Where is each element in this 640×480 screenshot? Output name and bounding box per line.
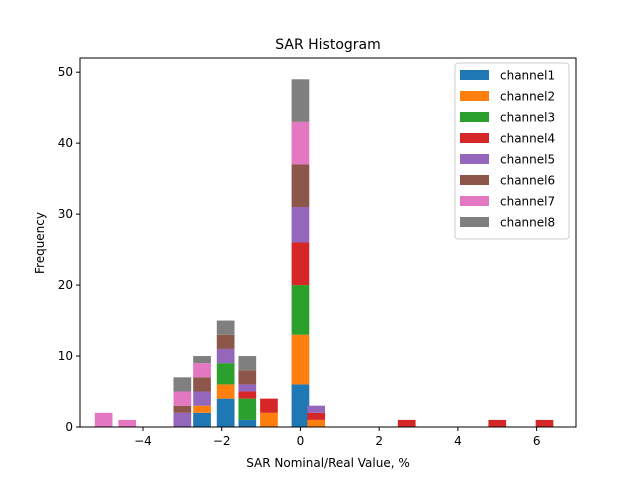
bar-channel2-6: [260, 412, 278, 427]
bar-channel6-4: [216, 334, 235, 349]
legend-label-channel7: channel7: [500, 195, 555, 209]
bar-channel5-8: [307, 405, 326, 413]
y-tick-label: 40: [58, 136, 73, 150]
legend-label-channel6: channel6: [500, 174, 555, 188]
legend-swatch-channel6: [460, 175, 489, 185]
bar-channel5-5: [238, 384, 257, 392]
bar-channel7-7: [291, 121, 310, 165]
legend: channel1 channel2 channel3 channel4 channel5…: [454, 62, 570, 240]
bar-channel5-7: [291, 207, 310, 243]
bar-channel5-2: [173, 412, 192, 427]
bar-channel4-8: [307, 412, 326, 420]
bar-channel2-8: [307, 419, 326, 427]
legend-swatch-channel5: [460, 154, 489, 164]
y-axis-label: Frequency: [33, 212, 47, 274]
bar-channel8-7: [291, 79, 310, 122]
bar-channel7-3: [193, 363, 211, 378]
bar-channel8-3: [193, 356, 211, 364]
bar-channel1-3: [193, 412, 211, 427]
x-tick-label: 4: [454, 434, 462, 448]
bar-channel8-5: [238, 356, 257, 371]
bar-channel3-5: [238, 398, 257, 420]
legend-label-channel2: channel2: [500, 90, 555, 104]
bar-channel4-11: [535, 419, 554, 427]
legend-label-channel1: channel1: [500, 69, 555, 83]
bar-channel4-10: [488, 419, 507, 427]
bar-channel8-4: [216, 320, 235, 335]
legend-swatch-channel1: [460, 70, 489, 80]
x-tick-label: 2: [375, 434, 383, 448]
y-tick-label: 10: [58, 349, 73, 363]
x-tick-label: −4: [134, 434, 152, 448]
bar-channel2-4: [216, 384, 235, 399]
legend-swatch-channel4: [460, 133, 489, 143]
legend-label-channel4: channel4: [500, 132, 555, 146]
bar-channel6-3: [193, 377, 211, 392]
bar-channel4-9: [397, 419, 416, 427]
bar-channel4-7: [291, 242, 310, 286]
bar-channel4-6: [260, 398, 278, 413]
x-tick-label: 0: [297, 434, 305, 448]
x-axis-label: SAR Nominal/Real Value, %: [246, 456, 410, 470]
bar-channel1-4: [216, 398, 235, 427]
y-tick-label: 50: [58, 65, 73, 79]
legend-label-channel8: channel8: [500, 216, 555, 230]
bar-channel4-5: [238, 391, 257, 399]
bar-channel5-4: [216, 348, 235, 364]
x-tick-label: −2: [213, 434, 231, 448]
chart-title: SAR Histogram: [275, 37, 381, 53]
legend-label-channel5: channel5: [500, 153, 555, 167]
x-tick-label: 6: [533, 434, 541, 448]
legend-box: [454, 62, 570, 240]
x-axis: −4 −2 0 2 4 6: [134, 427, 540, 448]
bar-channel6-2: [173, 405, 192, 413]
bar-channel6-5: [238, 370, 257, 385]
y-axis: 0 10 20 30 40 50: [58, 65, 80, 434]
bars-group: [94, 79, 554, 427]
legend-swatch-channel7: [460, 196, 489, 206]
bar-channel7-1: [118, 419, 137, 427]
bar-channel3-7: [291, 285, 310, 335]
legend-swatch-channel3: [460, 112, 489, 122]
bar-channel7-2: [173, 391, 192, 406]
plot-frame: [79, 57, 577, 428]
y-tick-label: 0: [65, 420, 73, 434]
y-tick-label: 20: [58, 278, 73, 292]
bar-channel2-3: [193, 405, 211, 413]
legend-swatch-channel8: [460, 217, 489, 227]
bar-channel7-0: [94, 412, 113, 427]
legend-label-channel3: channel3: [500, 111, 555, 125]
bar-channel8-2: [173, 377, 192, 392]
bar-channel3-4: [216, 363, 235, 385]
bar-channel1-5: [238, 419, 257, 427]
bar-channel2-7: [291, 334, 310, 385]
bar-channel5-3: [193, 391, 211, 406]
bar-channel1-7: [291, 384, 310, 427]
legend-swatch-channel2: [460, 91, 489, 101]
y-tick-label: 30: [58, 207, 73, 221]
bar-channel6-7: [291, 164, 310, 208]
